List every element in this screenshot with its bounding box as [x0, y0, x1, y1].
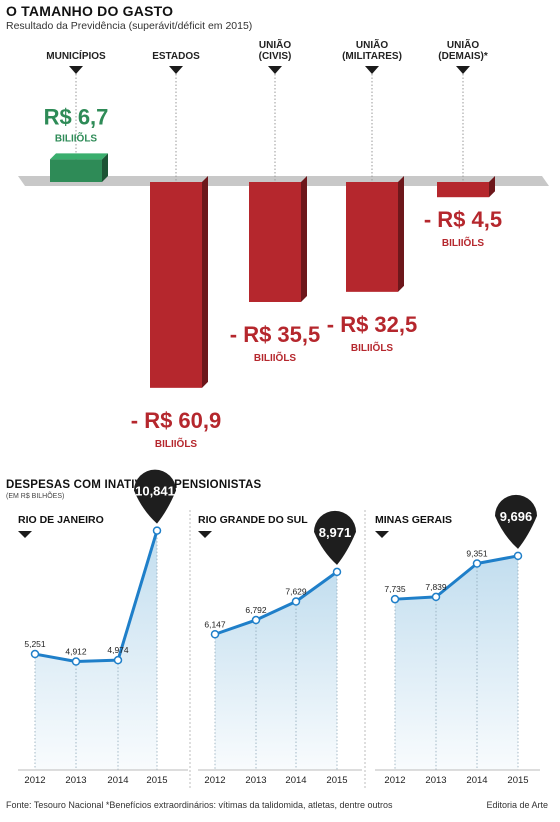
callout-bubble: [495, 494, 537, 549]
bar-unit-label: BILIIÕLS: [155, 437, 198, 450]
data-point: [513, 551, 523, 561]
data-label: 4,974: [107, 645, 129, 655]
series-line: [394, 554, 519, 601]
pointer-icon: [456, 66, 470, 74]
category-label: ESTADOS: [152, 51, 200, 62]
bar-chart: MUNICÍPIOS R$ 6,7 BILIIÕLS ESTADOS - R$ 60,9…: [18, 38, 549, 450]
bar-unit-label: BILIIÕLS: [55, 131, 98, 144]
year-label: 2013: [245, 775, 266, 786]
source-note: Fonte: Tesouro Nacional *Benefícios extr…: [6, 800, 393, 810]
year-label: 2014: [285, 775, 306, 786]
data-point: [210, 630, 220, 639]
bar-side: [301, 176, 307, 302]
data-label: 5,251: [24, 639, 46, 649]
page-subtitle: Resultado da Previdência (superávit/défi…: [6, 20, 253, 32]
year-label: 2015: [507, 775, 528, 786]
bar-side: [202, 176, 208, 388]
category-label: (MILITARES): [342, 51, 402, 62]
pointer-icon: [169, 66, 183, 74]
year-label: 2013: [425, 775, 446, 786]
pointer-icon: [365, 66, 379, 74]
bar: [346, 182, 398, 292]
year-label: 2012: [204, 775, 225, 786]
data-point: [332, 567, 342, 577]
callout-bubble: [134, 469, 176, 524]
data-point: [472, 559, 482, 568]
bar-unit-label: BILIIÕLS: [442, 236, 485, 249]
section-subtitle: (EM R$ BILHÕES): [6, 493, 65, 500]
bar-unit-label: BILIIÕLS: [351, 341, 394, 354]
data-point: [251, 615, 261, 625]
panel-title: MINAS GERAIS: [375, 514, 452, 526]
series-line: [34, 530, 159, 664]
bar-value-label: - R$ 4,5: [424, 207, 502, 232]
bar-value-label: - R$ 60,9: [131, 408, 222, 433]
data-label: 9,351: [466, 548, 488, 558]
panel-title: RIO GRANDE DO SUL: [198, 514, 308, 526]
data-point: [431, 592, 441, 602]
series-line: [214, 570, 338, 636]
area-fill: [35, 530, 157, 770]
category-label: UNIÃO: [356, 38, 388, 51]
section-title: DESPESAS COM INATIVOS E PENSIONISTAS: [6, 479, 262, 491]
data-point: [71, 657, 81, 666]
pointer-icon: [69, 66, 83, 74]
callout-value: 9,696: [500, 509, 533, 524]
bar-top: [50, 153, 108, 160]
callout-bubble: [314, 510, 356, 565]
category-label: UNIÃO: [259, 38, 291, 51]
data-label: 7,735: [384, 584, 406, 594]
data-label: 6,792: [245, 605, 267, 615]
page-title: O TAMANHO DO GASTO: [6, 3, 174, 19]
bar-unit-label: BILIIÕLS: [254, 351, 297, 364]
bar-side: [489, 176, 495, 198]
area-fill: [215, 571, 337, 770]
credit: Editoria de Arte: [486, 800, 548, 810]
bar-side: [398, 176, 404, 292]
year-label: 2015: [146, 775, 167, 786]
data-point: [152, 526, 162, 535]
pointer-icon: [18, 531, 32, 538]
category-label: UNIÃO: [447, 38, 479, 51]
data-label: 7,629: [285, 587, 307, 597]
year-label: 2012: [384, 775, 405, 786]
bar: [249, 182, 301, 302]
area-fill: [395, 555, 518, 770]
year-label: 2012: [24, 775, 45, 786]
data-label: 7,839: [425, 582, 447, 592]
data-point: [291, 597, 301, 606]
year-label: 2014: [107, 775, 128, 786]
bar-value-label: - R$ 35,5: [230, 322, 321, 347]
pointer-icon: [268, 66, 282, 74]
bar: [50, 159, 102, 182]
data-label: 4,912: [65, 647, 87, 657]
data-label: 6,147: [204, 619, 226, 629]
bar: [150, 182, 202, 388]
panel-title: RIO DE JANEIRO: [18, 514, 104, 526]
data-point: [113, 655, 123, 665]
category-label: (CIVIS): [259, 51, 292, 62]
year-label: 2013: [65, 775, 86, 786]
bar-value-label: R$ 6,7: [44, 104, 109, 129]
data-point: [30, 649, 40, 659]
pointer-icon: [375, 531, 389, 538]
callout-value: 8,971: [319, 525, 352, 540]
year-label: 2014: [466, 775, 487, 786]
pointer-icon: [198, 531, 212, 538]
category-label: MUNICÍPIOS: [46, 49, 106, 62]
bar: [437, 182, 489, 198]
year-label: 2015: [326, 775, 347, 786]
bar-value-label: - R$ 32,5: [327, 312, 418, 337]
bar-side: [102, 153, 108, 182]
category-label: (DEMAIS)*: [438, 51, 488, 62]
data-point: [390, 594, 400, 604]
